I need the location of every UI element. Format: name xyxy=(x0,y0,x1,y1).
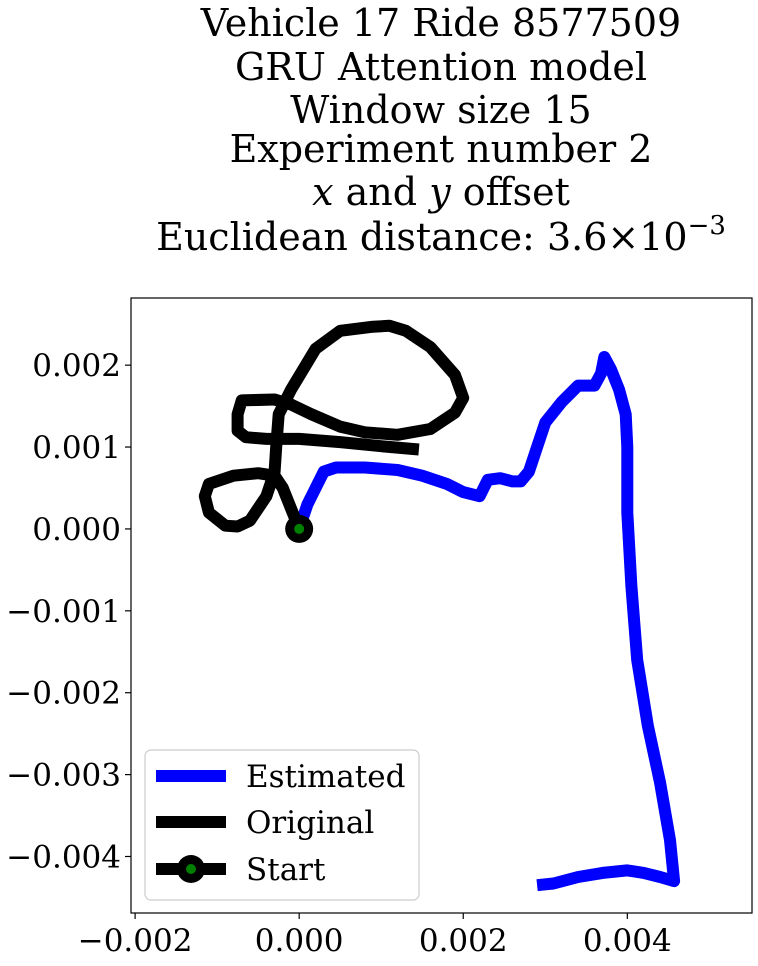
y-tick-label: −0.001 xyxy=(6,594,121,630)
title-offset: offset xyxy=(451,170,570,214)
series-line-estimated xyxy=(293,351,681,892)
y-tick-label: 0.000 xyxy=(32,512,121,548)
legend-label-estimated: Estimated xyxy=(246,759,405,795)
title-line-6: Euclidean distance: 3.6×10−3 xyxy=(156,211,726,259)
chart-title: Vehicle 17 Ride 8577509 GRU Attention mo… xyxy=(156,1,726,259)
title-line-1: Vehicle 17 Ride 8577509 xyxy=(200,1,681,45)
title-distance-mantissa: 3.6 xyxy=(547,215,607,259)
y-tick-label: 0.002 xyxy=(32,348,121,384)
legend-label-original: Original xyxy=(246,805,374,841)
legend-box xyxy=(144,749,420,901)
series-line-original xyxy=(198,319,470,533)
plot-frame xyxy=(130,297,753,914)
legend: Estimated Original Start xyxy=(144,749,420,901)
x-tick-label: 0.002 xyxy=(419,923,508,959)
x-tick-label: 0.000 xyxy=(255,923,344,959)
legend-swatch-start-center xyxy=(186,864,196,874)
title-distance-base: 10 xyxy=(639,215,687,259)
title-x-var: x xyxy=(312,170,333,214)
y-tick-label: 0.001 xyxy=(32,430,121,466)
title-y-var: y xyxy=(427,170,451,214)
x-axis: −0.002 0.000 0.002 0.004 xyxy=(78,913,672,959)
series-layer xyxy=(198,319,681,892)
title-line-3: Window size 15 xyxy=(290,88,591,132)
title-line-2: GRU Attention model xyxy=(235,45,647,89)
title-line-4: Experiment number 2 xyxy=(230,127,653,171)
y-tick-label: −0.004 xyxy=(6,839,121,875)
y-axis: 0.002 0.001 0.000 −0.001 −0.002 −0.003 −0.004 xyxy=(6,348,131,875)
title-distance-prefix: Euclidean distance: xyxy=(156,215,547,259)
legend-label-start: Start xyxy=(246,852,326,888)
x-tick-label: 0.004 xyxy=(583,923,672,959)
start-marker-center xyxy=(294,523,305,534)
title-line-5: x and y offset xyxy=(312,170,570,214)
title-distance-exponent: −3 xyxy=(688,211,726,241)
y-tick-label: −0.003 xyxy=(6,758,121,794)
title-and: and xyxy=(334,170,430,214)
title-distance-times: × xyxy=(607,215,639,259)
y-tick-label: −0.002 xyxy=(6,676,121,712)
x-tick-label: −0.002 xyxy=(78,923,193,959)
